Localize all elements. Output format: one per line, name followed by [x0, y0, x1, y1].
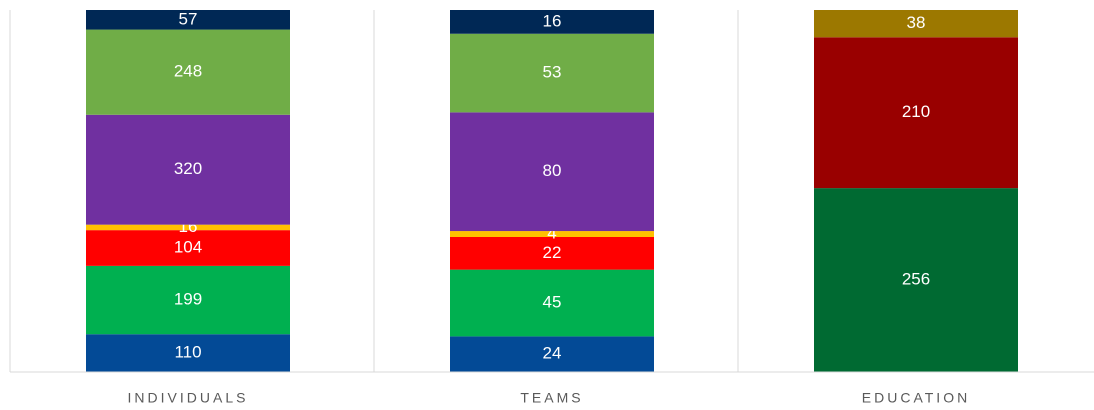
- bar-segment: [450, 236, 654, 270]
- bar-segment: [86, 114, 290, 225]
- value-label: 104: [174, 237, 202, 256]
- bar-segment: [814, 37, 1018, 189]
- bar-segment: [86, 224, 290, 231]
- value-label: 320: [174, 159, 202, 178]
- bar-segment: [450, 231, 654, 237]
- value-label: 53: [543, 63, 562, 82]
- bar-segment: [450, 33, 654, 113]
- bar-segment: [450, 336, 654, 372]
- bar-segment: [450, 269, 654, 337]
- value-label: 210: [902, 102, 930, 121]
- bar-segment: [450, 112, 654, 232]
- bar-segment: [86, 29, 290, 115]
- category-label: INDIVIDUALS: [128, 390, 249, 406]
- value-label: 199: [174, 290, 202, 309]
- value-label: 256: [902, 270, 930, 289]
- value-label: 22: [543, 243, 562, 262]
- value-label: 45: [543, 292, 562, 311]
- value-label: 110: [174, 343, 201, 362]
- bar-segment: [86, 10, 290, 30]
- category-label: EDUCATION: [862, 390, 970, 406]
- value-label: 57: [179, 9, 198, 28]
- category-label: TEAMS: [520, 390, 583, 406]
- value-label: 24: [543, 344, 562, 363]
- bar-segment: [86, 265, 290, 335]
- bar-segment: [86, 334, 290, 372]
- value-label: 4: [547, 224, 556, 243]
- bar-segment: [814, 188, 1018, 372]
- value-label: 80: [543, 161, 562, 180]
- value-label: 16: [543, 11, 562, 30]
- bar-segment: [814, 10, 1018, 38]
- bar-segment: [450, 10, 654, 34]
- value-label: 38: [907, 13, 926, 32]
- value-label: 248: [174, 62, 202, 81]
- bar-segment: [86, 230, 290, 266]
